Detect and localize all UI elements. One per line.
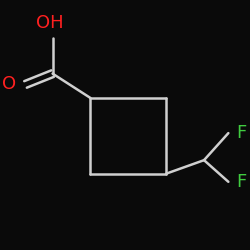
Text: F: F — [236, 173, 247, 191]
Text: OH: OH — [36, 14, 64, 32]
Text: O: O — [2, 76, 16, 94]
Text: F: F — [236, 124, 247, 142]
